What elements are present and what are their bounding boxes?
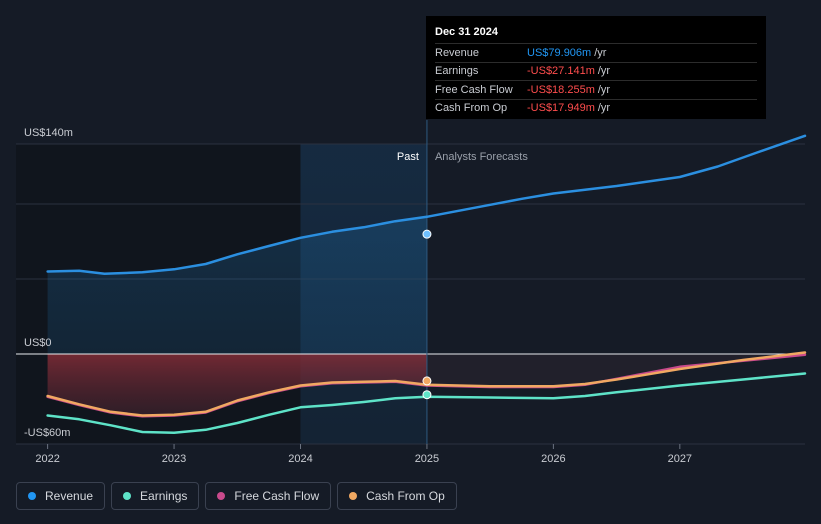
cash-from-op-line — [46, 351, 807, 417]
y-axis-label-top: US$140m — [24, 127, 73, 139]
y-axis-label-zero: US$0 — [24, 337, 52, 349]
tooltip-row-earnings: Earnings -US$27.141m /yr — [435, 61, 757, 81]
past-label: Past — [397, 151, 419, 163]
legend-label: Earnings — [140, 489, 188, 503]
x-tick-label: 2027 — [668, 453, 692, 465]
tooltip-value: -US$27.141m — [527, 65, 595, 78]
legend-label: Free Cash Flow — [234, 489, 320, 503]
chart-legend: Revenue Earnings Free Cash Flow Cash Fro… — [16, 482, 457, 510]
revenue-line — [46, 134, 807, 276]
revenue-hover-marker — [422, 229, 432, 239]
free-cash-flow-dot-icon — [217, 492, 226, 500]
tooltip-value: -US$18.255m — [527, 83, 595, 96]
tooltip-label: Revenue — [435, 46, 480, 59]
earnings-dot-icon — [123, 492, 132, 500]
tooltip-unit: /yr — [594, 46, 607, 59]
tooltip-row-free-cash-flow: Free Cash Flow -US$18.255m /yr — [435, 80, 757, 99]
tooltip-unit: /yr — [597, 102, 611, 115]
x-tick-label: 2024 — [288, 453, 312, 465]
x-tick-label: 2022 — [35, 453, 59, 465]
legend-label: Revenue — [45, 489, 94, 503]
forecast-label: Analysts Forecasts — [435, 151, 528, 163]
legend-item-free-cash-flow[interactable]: Free Cash Flow — [205, 482, 332, 510]
legend-item-cash-from-op[interactable]: Cash From Op — [337, 482, 457, 510]
legend-label: Cash From Op — [366, 489, 445, 503]
tooltip-unit: /yr — [597, 83, 611, 96]
legend-item-earnings[interactable]: Earnings — [111, 482, 200, 510]
tooltip-value: -US$17.949m — [527, 102, 595, 115]
cash-from-op-dot-icon — [349, 492, 358, 500]
earnings-line — [46, 372, 807, 435]
x-tick-label: 2026 — [541, 453, 565, 465]
tooltip-label: Free Cash Flow — [435, 83, 513, 96]
tooltip-value: US$79.906m — [527, 46, 592, 59]
earnings-hover-marker — [422, 390, 432, 400]
hover-tooltip: Dec 31 2024 Revenue US$79.906m /yr Earni… — [426, 16, 766, 119]
cash-from-op-hover-marker — [422, 376, 432, 386]
x-tick-label: 2023 — [162, 453, 186, 465]
tooltip-label: Cash From Op — [435, 102, 508, 115]
y-axis-label-bottom: -US$60m — [24, 427, 70, 439]
x-tick-label: 2025 — [415, 453, 439, 465]
tooltip-row-revenue: Revenue US$79.906m /yr — [435, 43, 757, 62]
revenue-area — [47, 216, 427, 354]
tooltip-row-cash-from-op: Cash From Op -US$17.949m /yr — [435, 98, 757, 118]
tooltip-unit: /yr — [597, 65, 611, 78]
revenue-dot-icon — [28, 492, 36, 500]
legend-item-revenue[interactable]: Revenue — [16, 482, 106, 510]
tooltip-date: Dec 31 2024 — [435, 26, 498, 38]
negative-area — [47, 354, 427, 416]
tooltip-label: Earnings — [435, 65, 479, 78]
